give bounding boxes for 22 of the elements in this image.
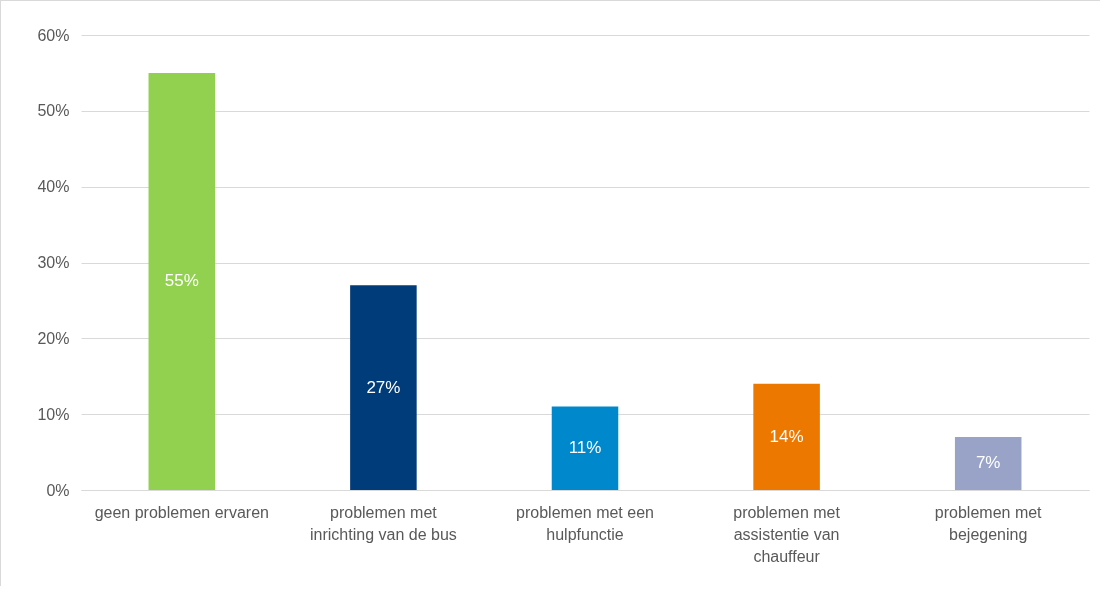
data-label: 55% <box>164 271 199 291</box>
x-tick-label: problemen met inrichting van de bus <box>310 503 457 543</box>
bar <box>350 285 417 490</box>
y-tick-label: 30% <box>37 254 70 271</box>
data-label: 7% <box>975 453 1001 473</box>
x-tick-label: problemen met een hulpfunctie <box>516 503 654 543</box>
y-tick-label: 20% <box>37 329 70 347</box>
x-tick-label: problemen met bejegening <box>934 503 1043 543</box>
data-label: 11% <box>568 438 602 458</box>
bar <box>954 436 1022 490</box>
y-tick-label: 10% <box>37 405 70 423</box>
y-tick-label: 0% <box>46 481 70 499</box>
data-label: 14% <box>769 426 804 446</box>
x-tick-label: geen problemen ervaren <box>94 503 269 521</box>
data-label: 27% <box>366 377 401 397</box>
y-tick-label: 60% <box>37 26 70 44</box>
x-tick-label: problemen met assistentie van chauffeur <box>733 503 841 565</box>
y-tick-label: 40% <box>37 178 70 196</box>
bar <box>551 406 619 490</box>
bar <box>148 72 216 490</box>
bar <box>753 383 820 490</box>
y-tick-label: 50% <box>37 102 70 120</box>
